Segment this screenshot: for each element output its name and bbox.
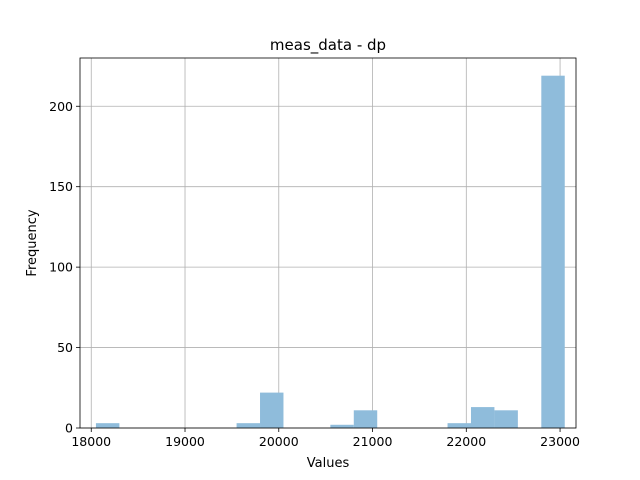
histogram-bar xyxy=(353,410,378,428)
histogram-bar xyxy=(470,407,495,428)
x-axis-label: Values xyxy=(307,456,350,471)
x-tick-label: 21000 xyxy=(353,434,393,449)
chart-title: meas_data - dp xyxy=(270,36,386,55)
grid-lines xyxy=(80,58,576,429)
y-tick-label: 100 xyxy=(49,260,73,275)
histogram-bar xyxy=(494,410,518,428)
histogram-bar xyxy=(447,423,471,428)
x-tick-label: 23000 xyxy=(540,434,580,449)
histogram-bar xyxy=(260,392,284,428)
x-tick-label: 18000 xyxy=(71,434,111,449)
axis-ticks: 18000 19000 20000 21000 22000 23000 0 50 100 150 2… xyxy=(49,99,580,449)
y-tick-label: 0 xyxy=(65,421,73,436)
histogram-bar xyxy=(95,423,120,428)
x-tick-label: 20000 xyxy=(259,434,299,449)
x-tick-label: 19000 xyxy=(165,434,205,449)
y-tick-label: 50 xyxy=(57,340,73,355)
histogram-bar xyxy=(541,75,565,429)
y-tick-label: 200 xyxy=(49,99,73,114)
y-tick-label: 150 xyxy=(49,179,73,194)
histogram-bar xyxy=(330,424,354,428)
plot-frame xyxy=(79,57,577,429)
y-axis-label: Frequency xyxy=(25,209,40,276)
histogram-bar xyxy=(236,423,261,428)
x-tick-label: 22000 xyxy=(446,434,486,449)
histogram-bars xyxy=(95,75,565,429)
